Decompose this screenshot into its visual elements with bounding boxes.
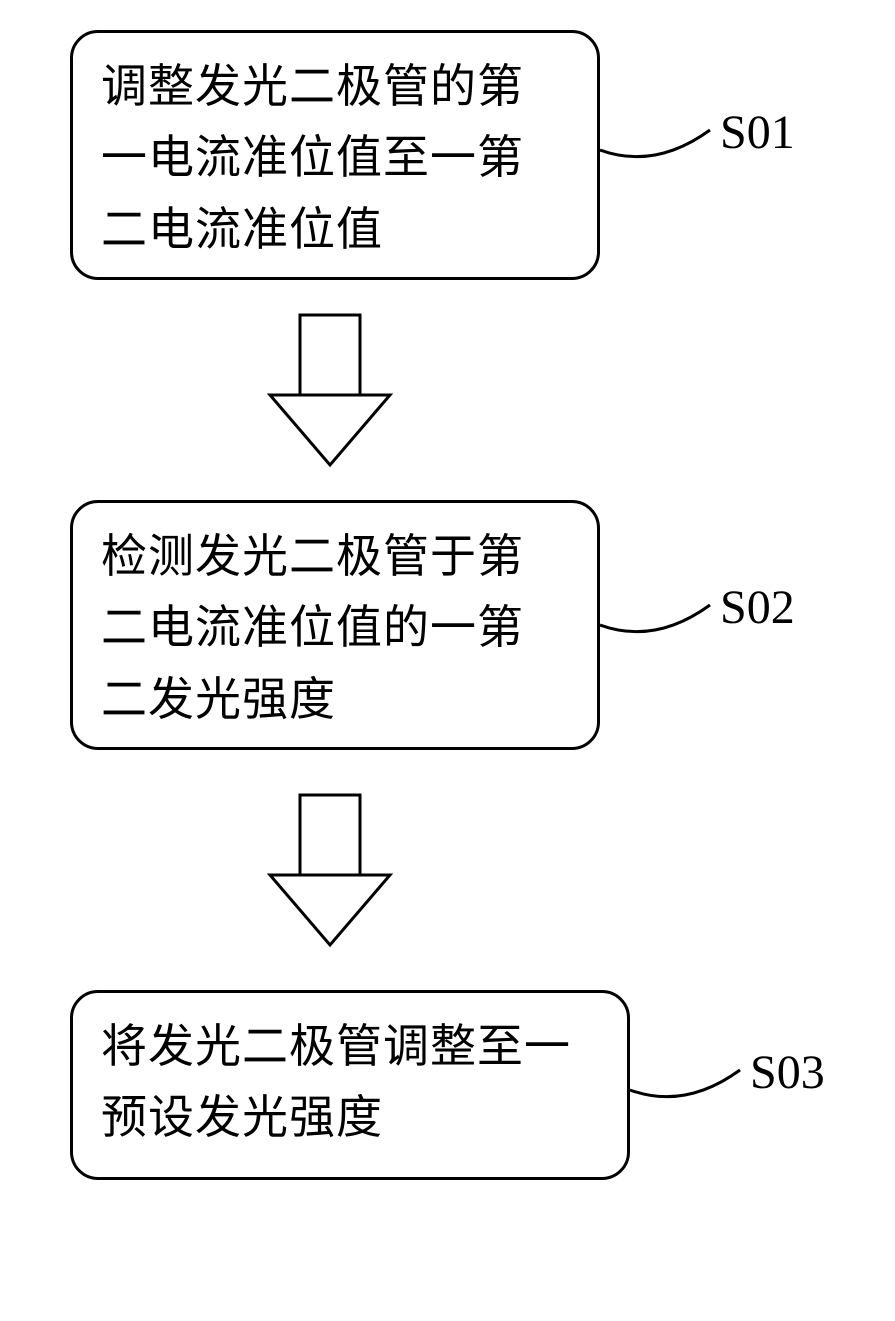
leader-s03 bbox=[630, 1060, 750, 1120]
label-s01: S01 bbox=[720, 105, 795, 160]
leader-s01 bbox=[600, 120, 720, 180]
flow-node-s01: 调整发光二极管的第 一电流准位值至一第 二电流准位值 bbox=[70, 30, 600, 280]
label-s03: S03 bbox=[750, 1045, 825, 1100]
label-s02: S02 bbox=[720, 580, 795, 635]
leader-s02 bbox=[600, 595, 720, 655]
flow-node-s01-text: 调整发光二极管的第 一电流准位值至一第 二电流准位值 bbox=[101, 51, 524, 265]
arrow-s02-s03 bbox=[260, 790, 400, 950]
flow-node-s03-text: 将发光二极管调整至一 预设发光强度 bbox=[101, 1011, 571, 1154]
flow-node-s02: 检测发光二极管于第 二电流准位值的一第 二发光强度 bbox=[70, 500, 600, 750]
flow-node-s02-text: 检测发光二极管于第 二电流准位值的一第 二发光强度 bbox=[101, 521, 524, 735]
arrow-s01-s02 bbox=[260, 310, 400, 470]
flowchart-canvas: 调整发光二极管的第 一电流准位值至一第 二电流准位值 S01 检测发光二极管于第… bbox=[0, 0, 895, 1321]
flow-node-s03: 将发光二极管调整至一 预设发光强度 bbox=[70, 990, 630, 1180]
